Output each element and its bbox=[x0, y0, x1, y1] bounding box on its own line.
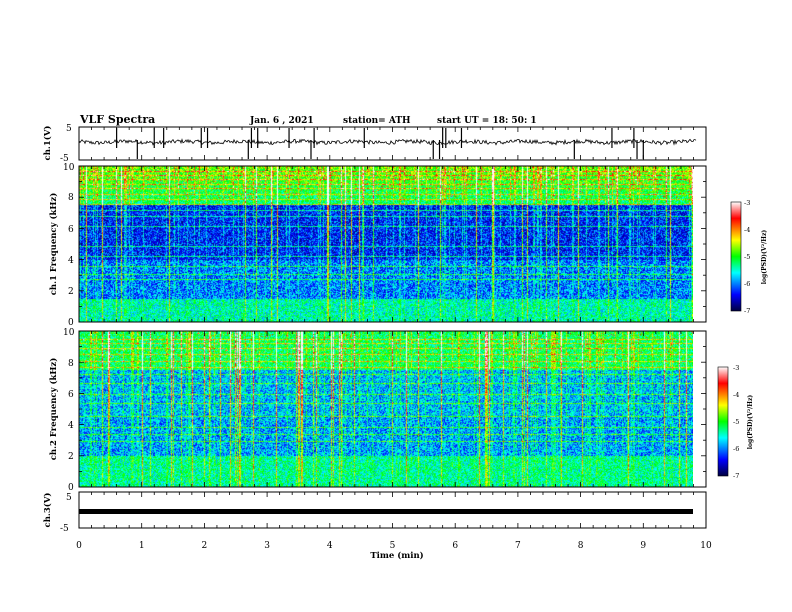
ch1-colorbar: -3 -4 -5 -6 -7 log(PSD)(V²/Hz) bbox=[730, 199, 768, 315]
ch1-waveform-ticks bbox=[78, 127, 707, 160]
ch2-ytick-6: 6 bbox=[68, 390, 74, 400]
ch2-frequency-yticks: 0 2 4 6 8 10 bbox=[63, 328, 75, 493]
ch1-ytick-0: 0 bbox=[68, 318, 74, 328]
ch1-frequency-ylabel: ch.1 Frequency (kHz) bbox=[48, 193, 59, 296]
ch2-cb-tick-m7: -7 bbox=[733, 472, 739, 480]
ch1-colorbar-scale bbox=[730, 201, 742, 312]
ch1-ytick-10: 10 bbox=[63, 163, 75, 173]
ch1-cb-tick-m3: -3 bbox=[744, 199, 750, 207]
ch3-ytick-top: 5 bbox=[66, 493, 72, 503]
ch1-ytick-top: 5 bbox=[66, 124, 72, 134]
ch1-spectrogram-image bbox=[79, 166, 693, 322]
ch2-cb-tick-m3: -3 bbox=[733, 364, 739, 372]
ch1-ytick-bottom: -5 bbox=[60, 154, 69, 164]
start-time-label: start UT = 18: 50: 1 bbox=[437, 116, 537, 126]
ch2-cb-tick-m5: -5 bbox=[733, 418, 739, 426]
ch1-waveform-trace bbox=[78, 138, 697, 146]
ch2-spectrogram-ticks bbox=[78, 330, 707, 488]
ch3-ylabel: ch.3(V) bbox=[42, 493, 53, 528]
ch1-cb-tick-m6: -6 bbox=[744, 280, 750, 288]
ch2-cb-tick-m6: -6 bbox=[733, 445, 739, 453]
ch1-spectrogram-ticks bbox=[78, 165, 707, 323]
ch1-cb-tick-m5: -5 bbox=[744, 253, 750, 261]
ch1-ytick-4: 4 bbox=[68, 256, 74, 266]
ch1-ytick-8: 8 bbox=[68, 193, 74, 203]
xtick-7: 7 bbox=[515, 541, 521, 551]
xtick-3: 3 bbox=[264, 541, 270, 551]
ch2-frequency-ylabel: ch.2 Frequency (kHz) bbox=[48, 358, 59, 461]
ch3-waveform-trace bbox=[79, 509, 693, 514]
ch1-frequency-yticks: 0 2 4 6 8 10 bbox=[63, 163, 75, 328]
ch2-ytick-8: 8 bbox=[68, 359, 74, 369]
date-label: Jan. 6 , 2021 bbox=[249, 116, 314, 126]
ch2-ytick-10: 10 bbox=[63, 328, 75, 338]
ch1-waveform-panel: 5 -5 ch.1(V) bbox=[42, 124, 707, 164]
ch2-colorbar-scale bbox=[717, 366, 729, 477]
ch3-ytick-bottom: -5 bbox=[60, 524, 69, 534]
ch1-cb-tick-m4: -4 bbox=[744, 226, 750, 234]
xtick-8: 8 bbox=[578, 541, 584, 551]
ch2-spectrogram-panel: 0 2 4 6 8 10 ch.2 Frequency (kHz) -3 -4 … bbox=[48, 328, 754, 493]
xtick-9: 9 bbox=[640, 541, 646, 551]
ch2-ytick-0: 0 bbox=[68, 483, 74, 493]
ch1-ytick-2: 2 bbox=[68, 287, 74, 297]
ch2-spectrogram-image bbox=[79, 331, 693, 487]
ch1-spikes-group bbox=[116, 128, 644, 159]
ch2-ytick-4: 4 bbox=[68, 421, 74, 431]
ch2-colorbar-label: log(PSD)(V²/Hz) bbox=[747, 395, 754, 450]
time-axis-tick-labels: 0 1 2 3 4 5 6 7 8 9 10 bbox=[76, 541, 712, 551]
xtick-1: 1 bbox=[139, 541, 145, 551]
xtick-0: 0 bbox=[76, 541, 82, 551]
ch2-ytick-2: 2 bbox=[68, 452, 74, 462]
ch1-ylabel: ch.1(V) bbox=[42, 126, 53, 161]
ch3-waveform-panel: 5 -5 ch.3(V) bbox=[42, 491, 707, 534]
ch2-cb-tick-m4: -4 bbox=[733, 391, 739, 399]
xtick-6: 6 bbox=[452, 541, 458, 551]
ch1-spectrogram-panel: 0 2 4 6 8 10 ch.1 Frequency (kHz) -3 -4 … bbox=[48, 163, 768, 328]
figure-title: VLF Spectra bbox=[79, 113, 155, 126]
xtick-4: 4 bbox=[327, 541, 333, 551]
xtick-10: 10 bbox=[700, 541, 712, 551]
ch1-ytick-6: 6 bbox=[68, 225, 74, 235]
ch2-colorbar: -3 -4 -5 -6 -7 log(PSD)(V²/Hz) bbox=[717, 364, 754, 480]
ch1-waveform-frame bbox=[78, 126, 707, 161]
time-axis-label: Time (min) bbox=[370, 550, 423, 561]
xtick-5: 5 bbox=[390, 541, 396, 551]
xtick-2: 2 bbox=[202, 541, 208, 551]
station-label: station= ATH bbox=[343, 116, 411, 126]
ch3-waveform-ticks bbox=[78, 492, 707, 528]
ch1-colorbar-label: log(PSD)(V²/Hz) bbox=[761, 230, 768, 285]
ch1-cb-tick-m7: -7 bbox=[744, 307, 750, 315]
